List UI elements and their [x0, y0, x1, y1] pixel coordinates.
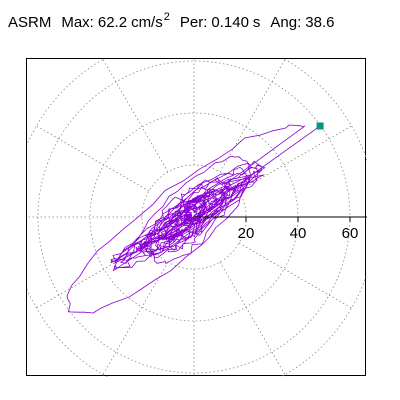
angle-value: 38.6	[305, 14, 335, 31]
grid-spoke	[219, 59, 286, 173]
period-readout: Per: 0.140 s	[180, 14, 261, 31]
period-unit: s	[252, 14, 261, 31]
radial-tick-labels: 20 40 60	[238, 225, 359, 242]
grid-spoke	[238, 125, 352, 192]
grid-spoke	[102, 261, 169, 375]
max-marker-group	[316, 122, 324, 130]
analysis-label: ASRM	[8, 14, 52, 31]
radial-tick-label: 60	[342, 225, 359, 242]
period-label: Per:	[179, 14, 208, 31]
polar-plot-frame: 20 40 60	[26, 58, 367, 377]
grid-spoke	[36, 242, 150, 309]
angle-readout: Ang: 38.6	[270, 14, 334, 31]
angle-label: Ang:	[270, 14, 302, 31]
period-value: 0.140	[211, 14, 249, 31]
max-unit: cm/s2	[131, 11, 170, 31]
max-label: Max:	[61, 14, 94, 31]
grid-spoke	[102, 59, 169, 173]
orbit-trace	[66, 124, 321, 314]
polar-plot: 20 40 60	[27, 59, 367, 377]
max-unit-superscript: 2	[163, 11, 170, 23]
radial-axis	[194, 216, 367, 222]
header-readout: ASRM Max: 62.2 cm/s2 Per: 0.140 s Ang: 3…	[8, 11, 334, 36]
grid-spoke	[219, 261, 286, 375]
max-value: 62.2	[97, 14, 128, 31]
max-point-marker	[316, 122, 324, 130]
grid-spoke	[238, 242, 352, 309]
grid-spoke	[36, 125, 150, 192]
orbit-path	[66, 124, 321, 314]
radial-tick-label: 40	[290, 225, 307, 242]
radial-tick-label: 20	[238, 225, 255, 242]
max-readout: Max: 62.2 cm/s2	[61, 11, 170, 31]
